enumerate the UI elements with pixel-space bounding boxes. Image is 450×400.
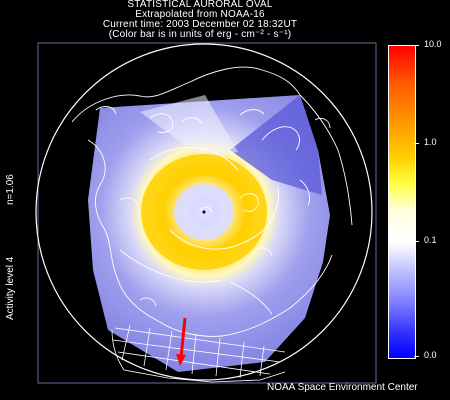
tick-mark — [414, 45, 419, 46]
colorbar-tick-label: 10.0 — [424, 39, 442, 49]
activity-level-label: Activity level 4 — [5, 257, 16, 320]
tick-mark — [414, 143, 419, 144]
colorbar-tick-label: 0.0 — [424, 350, 437, 360]
colorbar-tick-label: 1.0 — [424, 137, 437, 147]
tick-mark — [414, 241, 419, 242]
hemispheric-index-label: n=1.06 — [5, 174, 16, 205]
pole-marker — [203, 211, 206, 214]
color-bar — [388, 45, 416, 359]
credit-text: NOAA Space Environment Center — [267, 382, 418, 393]
title-block: STATISTICAL AURORAL OVAL Extrapolated fr… — [0, 0, 400, 40]
title-line-4: (Color bar is in units of erg - cm⁻² - s… — [0, 30, 400, 40]
colorbar-tick-label: 0.1 — [424, 235, 437, 245]
tick-mark — [414, 356, 419, 357]
